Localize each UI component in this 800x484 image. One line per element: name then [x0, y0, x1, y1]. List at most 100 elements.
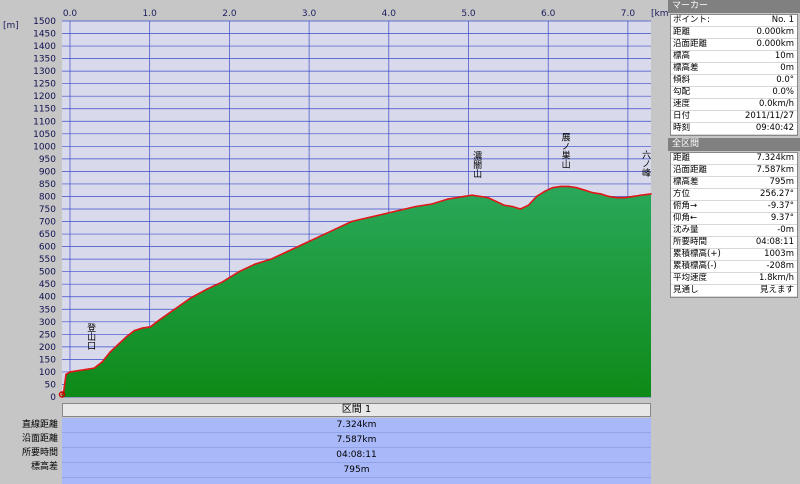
summary-value: 04:08:11 [62, 448, 651, 463]
all_panel-value: 7.324km [756, 153, 794, 163]
marker_panel-value: No. 1 [771, 15, 794, 25]
all_panel-value: -9.37° [767, 201, 794, 211]
elevation-point [503, 204, 506, 207]
elevation-point [632, 195, 634, 198]
elevation-point [398, 209, 401, 212]
section-header[interactable]: 区間 1 [62, 403, 651, 417]
elevation-point [254, 263, 256, 265]
elevation-point [415, 205, 417, 208]
all_panel-row: 沈み量 -0m [671, 225, 797, 237]
y-tick-label: 1100 [33, 117, 56, 127]
elevation-point [382, 213, 385, 215]
marker_panel-key: 距離 [673, 27, 691, 37]
elevation-point [559, 185, 562, 188]
y-tick-label: 300 [39, 318, 56, 328]
marker_panel-row: 速度 0.0km/h [671, 99, 797, 111]
y-tick-label: 1150 [33, 105, 56, 115]
summary-labels: 直線距離 沿面距離 所要時間 標高差 [0, 418, 62, 484]
marker_panel-row: 標高差 0m [671, 63, 797, 75]
marker_panel-value: 0.0km/h [759, 99, 794, 109]
elevation-point [101, 361, 104, 363]
summary-label: 標高差 [30, 462, 58, 472]
elevation-area [62, 186, 651, 397]
elevation-point [591, 191, 594, 194]
all_panel-key: 累積標高(+) [673, 249, 721, 259]
y-tick-label: 550 [39, 255, 56, 265]
y-tick-label: 1450 [33, 30, 56, 40]
x-tick-label: 0.0 [63, 9, 78, 19]
all_panel-value: -0m [777, 225, 794, 235]
elevation-point [133, 329, 136, 332]
y-tick-label: 1000 [33, 142, 56, 152]
all_panel-row: 距離 7.324km [671, 153, 797, 165]
elevation-point [189, 297, 192, 299]
elevation-point [302, 243, 305, 245]
x-tick-label: 3.0 [302, 9, 317, 19]
all_panel-row: 方位 256.27° [671, 189, 797, 201]
y-tick-label: 600 [39, 243, 56, 253]
y-tick-label: 800 [39, 192, 56, 202]
summary-values: 7.324km 7.587km 04:08:11 795m [62, 418, 651, 484]
elevation-point [117, 343, 120, 346]
marker_panel-key: ポイント: [673, 15, 710, 25]
x-tick-label: 2.0 [222, 9, 237, 19]
marker_panel-key: 時刻 [673, 123, 691, 133]
elevation-point [495, 200, 498, 203]
elevation-point [575, 186, 578, 189]
elevation-point [616, 196, 618, 199]
elevation-point [350, 220, 353, 223]
elevation-point [334, 228, 337, 230]
y-tick-label: 850 [39, 180, 56, 190]
elevation-point [270, 258, 272, 260]
marker_panel-row: 距離 0.000km [671, 27, 797, 39]
all_panel-row: 見通し 見えます [671, 285, 797, 297]
y-tick-label: 400 [39, 293, 56, 303]
y-tick-label: 1500 [33, 17, 56, 27]
marker_panel-value: 0m [780, 63, 794, 73]
marker_panel-row: 時刻 09:40:42 [671, 123, 797, 135]
all_panel-key: 仰角← [673, 213, 698, 223]
all_panel-value: 9.37° [770, 213, 794, 223]
elevation-point [608, 195, 610, 198]
elevation-point [109, 351, 112, 353]
elevation-point [173, 308, 176, 311]
all-table: 距離 7.324km 沿面距離 7.587km 標高差 795m 方位 256.27° 俯角→ -… [670, 152, 798, 298]
marker_panel-key: 標高 [673, 51, 691, 61]
all-panel-title: 全区間 [668, 138, 800, 151]
y-tick-label: 150 [39, 355, 56, 365]
all_panel-value: 見えます [759, 285, 794, 295]
all_panel-value: 04:08:11 [755, 237, 794, 247]
marker_panel-key: 勾配 [673, 87, 691, 97]
marker-table: ポイント: No. 1 距離 0.000km 沿面距離 0.000km 標高 10m 標高差 0m… [670, 14, 798, 136]
all_panel-row: 俯角→ -9.37° [671, 201, 797, 213]
all_panel-row: 仰角← 9.37° [671, 213, 797, 225]
marker_panel-value: 10m [774, 51, 794, 61]
elevation-point [463, 195, 465, 198]
elevation-point [447, 198, 449, 200]
y-tick-label: 700 [39, 218, 56, 228]
all_panel-key: 所要時間 [673, 237, 708, 247]
all_panel-row: 平均速度 1.8km/h [671, 273, 797, 285]
summary-label: 所要時間 [21, 448, 58, 458]
y-tick-label: 1300 [33, 67, 56, 77]
y-tick-label: 200 [39, 343, 56, 353]
y-tick-label: 250 [39, 330, 56, 340]
elevation-point [519, 208, 522, 210]
elevation-point [222, 280, 224, 283]
y-tick-label: 1200 [33, 92, 56, 102]
all_panel-key: 沈み量 [673, 225, 699, 235]
marker_panel-key: 標高差 [673, 63, 699, 73]
x-tick-label: 7.0 [621, 9, 636, 19]
elevation-point [487, 196, 490, 199]
marker_panel-value: 0.0° [776, 75, 794, 85]
elevation-point [479, 195, 481, 198]
elevation-point [600, 193, 602, 195]
summary-value: 7.324km [62, 418, 651, 433]
y-tick-label: 1050 [33, 130, 56, 140]
marker_panel-row: ポイント: No. 1 [671, 15, 797, 27]
summary-value: 795m [62, 463, 651, 478]
y-tick-label: 50 [45, 380, 57, 390]
summary-value: 7.587km [62, 433, 651, 448]
elevation-chart[interactable]: 0 50 100 150 200 250 300 350 400 450 500 550 600 650 7… [0, 0, 668, 404]
elevation-point [640, 194, 642, 197]
